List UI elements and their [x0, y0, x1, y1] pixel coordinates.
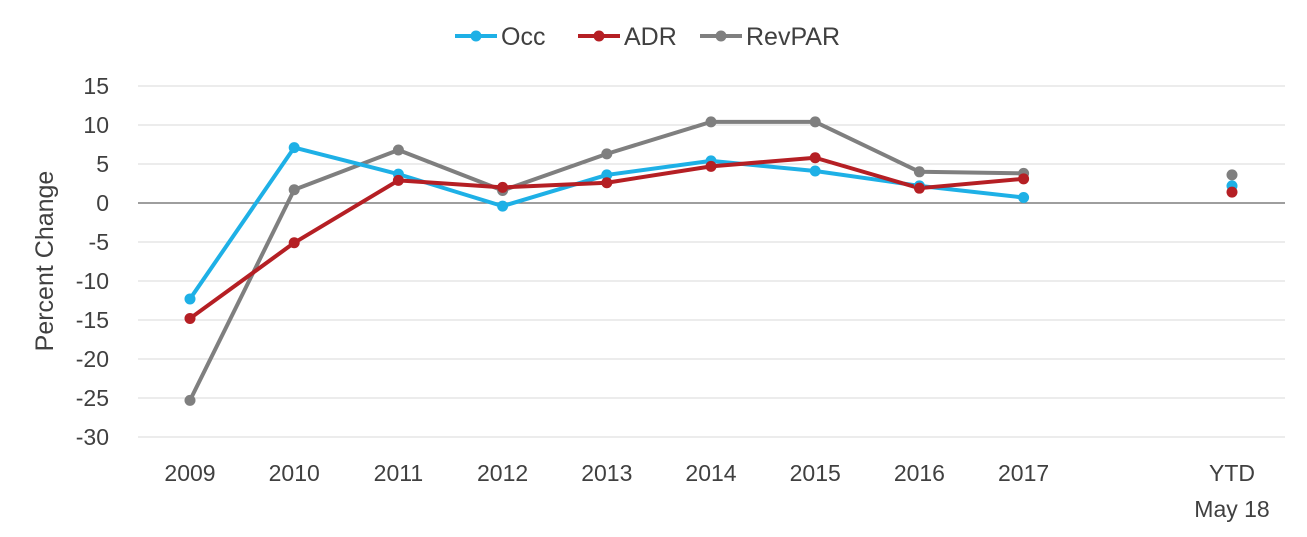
occ-point	[809, 165, 821, 177]
revpar-point	[601, 148, 613, 160]
occ-point	[184, 293, 196, 305]
revpar-point	[809, 116, 821, 128]
legend-marker-adr	[593, 30, 605, 42]
legend-label-adr: ADR	[624, 23, 677, 51]
legend-marker-occ	[470, 30, 482, 42]
gridlines	[138, 85, 1285, 438]
y-tick-label: -20	[76, 346, 109, 372]
legend-marker-revpar	[715, 30, 727, 42]
x-tick-label: YTD May 18	[1194, 460, 1269, 522]
y-tick-label: 15	[83, 73, 109, 99]
revpar-point	[184, 394, 196, 406]
y-tick-label: -5	[89, 229, 109, 255]
x-tick-label: 2011	[374, 460, 423, 486]
y-tick-label: 0	[96, 190, 109, 216]
revpar-point	[913, 166, 925, 178]
series-points	[184, 116, 1238, 406]
legend-item-adr: ADR	[578, 23, 677, 51]
y-tick-label: -10	[76, 268, 109, 294]
y-axis-ticks: 15 10 5 0 -5 -10 -15 -20 -25 -30	[76, 73, 109, 450]
legend: Occ ADR RevPAR	[455, 23, 840, 51]
adr-point	[809, 152, 821, 164]
revpar-point	[1226, 169, 1238, 181]
adr-point	[1018, 173, 1030, 185]
x-tick-label: 2012	[477, 460, 528, 486]
y-tick-label: 5	[96, 151, 109, 177]
y-tick-label: -15	[76, 307, 109, 333]
occ-point	[601, 169, 613, 181]
x-tick-label: 2010	[269, 460, 320, 486]
occ-point	[1018, 192, 1030, 204]
adr-point	[913, 182, 925, 194]
occ-point	[288, 142, 300, 154]
y-axis-title: Percent Change	[31, 171, 59, 352]
adr-point	[705, 160, 717, 172]
x-tick-label: 2017	[998, 460, 1049, 486]
adr-point	[1226, 186, 1238, 198]
adr-point	[288, 237, 300, 249]
revpar-point	[288, 184, 300, 196]
x-tick-label: 2009	[164, 460, 215, 486]
adr-point	[392, 174, 404, 186]
revpar-point	[705, 116, 717, 128]
x-tick-label: 2014	[685, 460, 736, 486]
x-tick-label: 2013	[581, 460, 632, 486]
legend-label-occ: Occ	[501, 23, 545, 51]
adr-point	[184, 312, 196, 324]
revpar-point	[392, 144, 404, 156]
legend-item-occ: Occ	[455, 23, 545, 51]
legend-item-revpar: RevPAR	[700, 23, 840, 51]
x-tick-label: 2016	[894, 460, 945, 486]
adr-point	[601, 177, 613, 189]
y-tick-label: 10	[83, 112, 109, 138]
y-tick-label: -30	[76, 424, 109, 450]
x-axis-ticks: 2009 2010 2011 2012 2013 2014 2015 2016 2017 YTD M…	[164, 460, 1269, 522]
x-tick-label: 2015	[790, 460, 841, 486]
legend-label-revpar: RevPAR	[746, 23, 840, 51]
y-tick-label: -25	[76, 385, 109, 411]
occ-point	[497, 200, 509, 212]
adr-point	[497, 181, 509, 193]
